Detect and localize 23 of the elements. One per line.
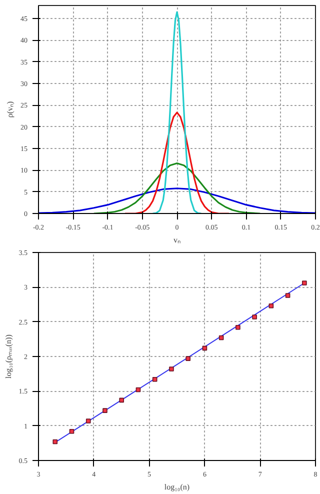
point [268, 303, 274, 308]
point [218, 335, 224, 340]
x-axis-title: log₁₀(n) [164, 482, 190, 492]
point [52, 439, 58, 444]
line-series [124, 112, 230, 214]
point [69, 428, 74, 434]
point [152, 376, 158, 382]
point [136, 387, 141, 392]
point [202, 346, 208, 351]
line-series [93, 162, 261, 214]
point [102, 408, 108, 413]
point [236, 324, 240, 330]
x-axis-title: vₙ [174, 236, 180, 244]
point [302, 280, 307, 286]
point [186, 356, 190, 361]
point [119, 398, 124, 403]
y-axis-title: ρ(vₙ) [6, 101, 14, 118]
point [169, 366, 174, 372]
point [252, 314, 257, 320]
y-axis-title: log₁₀(ρₘₐₓ(n)) [4, 334, 13, 378]
line-series [152, 11, 202, 214]
point [86, 418, 91, 424]
point [285, 293, 290, 298]
